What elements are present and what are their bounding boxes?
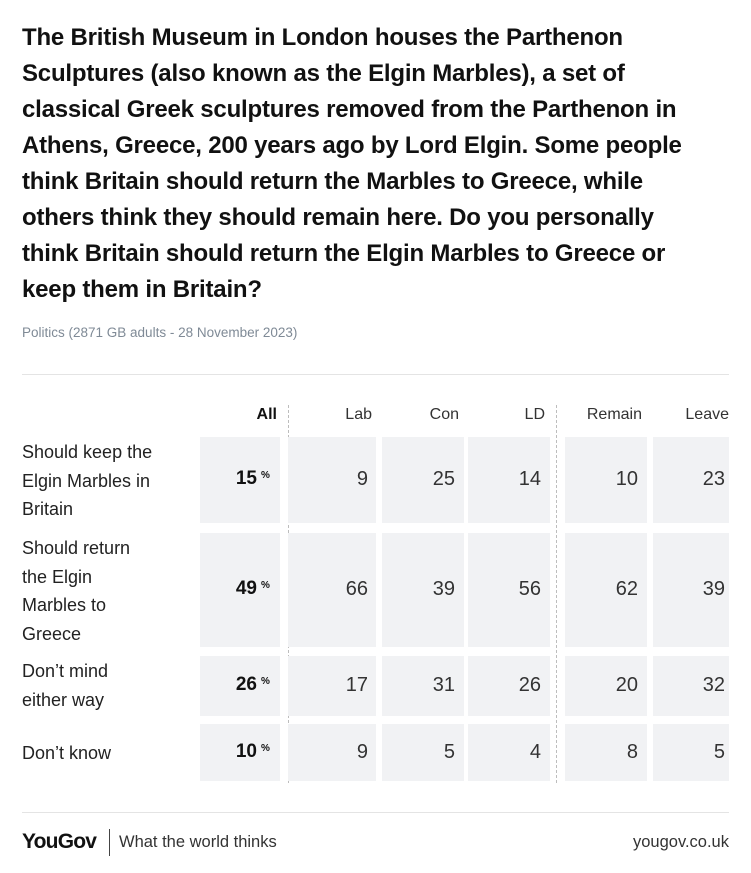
table-cell-ld <box>468 437 550 523</box>
all-value: 10 <box>235 740 257 762</box>
table-cell-con <box>382 724 464 781</box>
value-leave: 23 <box>702 468 725 490</box>
value-remain: 8 <box>626 740 638 763</box>
percent-sign: % <box>261 470 270 481</box>
title-line: others think they should remain here. Do… <box>22 204 654 231</box>
column-header-remain: Remain <box>586 406 642 423</box>
top-divider <box>22 374 729 375</box>
bottom-divider <box>22 812 729 813</box>
percent-sign: % <box>261 676 270 687</box>
value-ld: 26 <box>518 674 541 696</box>
percent-sign: % <box>261 742 270 754</box>
title-line: think Britain should return the Marbles … <box>22 168 643 195</box>
row-label: Don’t know <box>22 739 111 768</box>
value-lab: 9 <box>356 740 368 763</box>
value-leave: 32 <box>702 674 725 696</box>
title-line: Sculptures (also known as the Elgin Marb… <box>22 60 625 87</box>
table-cell-remain <box>565 533 647 647</box>
yougov-logo: YouGov <box>22 830 97 853</box>
column-header-ld: LD <box>524 406 545 423</box>
column-header-leave: Leave <box>685 406 729 423</box>
table-cell-all <box>200 437 280 523</box>
row-label-line: Elgin Marbles in <box>22 470 151 491</box>
row-label-line: Britain <box>22 499 74 520</box>
row-label-line: Should keep the <box>22 442 153 462</box>
table-cell-all <box>200 533 280 647</box>
table-cell-remain <box>565 437 647 523</box>
table-cell-lab <box>288 533 376 647</box>
table-cell-lab <box>288 437 376 523</box>
column-header-all: All <box>256 406 277 423</box>
table-cell-con <box>382 656 464 716</box>
title-line: classical Greek sculptures removed from … <box>22 96 677 123</box>
table-cell-leave <box>653 533 729 647</box>
table-cell-con <box>382 533 464 647</box>
percent-sign: % <box>261 580 270 591</box>
table-cell-leave <box>653 437 729 523</box>
value-con: 39 <box>432 578 455 600</box>
title-line: keep them in Britain? <box>22 276 262 303</box>
row-label-line: Don’t know <box>22 743 112 763</box>
title-line: The British Museum in London houses the … <box>22 24 623 51</box>
value-lab: 66 <box>345 578 368 600</box>
footer-separator <box>109 829 110 856</box>
table-cell-all <box>200 656 280 716</box>
footer-url: yougov.co.uk <box>632 833 729 851</box>
page-title: The British Museum in London houses the … <box>22 20 722 308</box>
footer-tagline: What the world thinks <box>119 833 277 851</box>
all-value: 15 <box>235 468 257 489</box>
column-separator <box>556 405 557 783</box>
table-cell-lab <box>288 724 376 781</box>
table-cell-leave <box>653 656 729 716</box>
value-ld: 56 <box>518 578 541 600</box>
subtitle: Politics (2871 GB adults - 28 November 2… <box>22 325 298 340</box>
value-lab: 9 <box>356 468 368 490</box>
value-con: 25 <box>432 468 455 490</box>
row-label-line: Greece <box>22 624 82 645</box>
all-value: 49 <box>235 578 257 599</box>
column-header-con: Con <box>429 406 459 423</box>
row-label-line: the Elgin <box>22 566 93 587</box>
table-cell-remain <box>565 724 647 781</box>
value-con: 5 <box>443 740 455 763</box>
title-line: think Britain should return the Elgin Ma… <box>22 240 666 267</box>
value-ld: 4 <box>529 740 541 763</box>
row-label-line: Should return <box>22 538 131 558</box>
value-lab: 17 <box>345 674 368 696</box>
table-cell-leave <box>653 724 729 781</box>
title-line: Athens, Greece, 200 years ago by Lord El… <box>22 132 682 159</box>
value-ld: 14 <box>518 468 541 490</box>
value-leave: 39 <box>702 578 725 600</box>
row-label-line: Marbles to <box>22 595 107 616</box>
column-header-lab: Lab <box>345 406 372 423</box>
row-label: Should keep the Elgin Marbles in Britain <box>22 438 152 524</box>
table-cell-ld <box>468 724 550 781</box>
row-label-line: Don’t mind <box>22 661 109 681</box>
all-value: 26 <box>235 674 257 695</box>
value-remain: 62 <box>615 578 638 600</box>
table-cell-all <box>200 724 280 781</box>
table-cell-ld <box>468 533 550 647</box>
value-remain: 10 <box>615 468 638 490</box>
table-cell-lab <box>288 656 376 716</box>
row-label-line: either way <box>22 689 105 710</box>
row-label: Don’t mind either way <box>22 657 108 714</box>
table-cell-ld <box>468 656 550 716</box>
value-remain: 20 <box>615 674 638 696</box>
table-cell-con <box>382 437 464 523</box>
value-leave: 5 <box>713 740 725 763</box>
value-con: 31 <box>432 674 455 696</box>
row-label: Should return the Elgin Marbles to Greece <box>22 534 130 649</box>
table-cell-remain <box>565 656 647 716</box>
